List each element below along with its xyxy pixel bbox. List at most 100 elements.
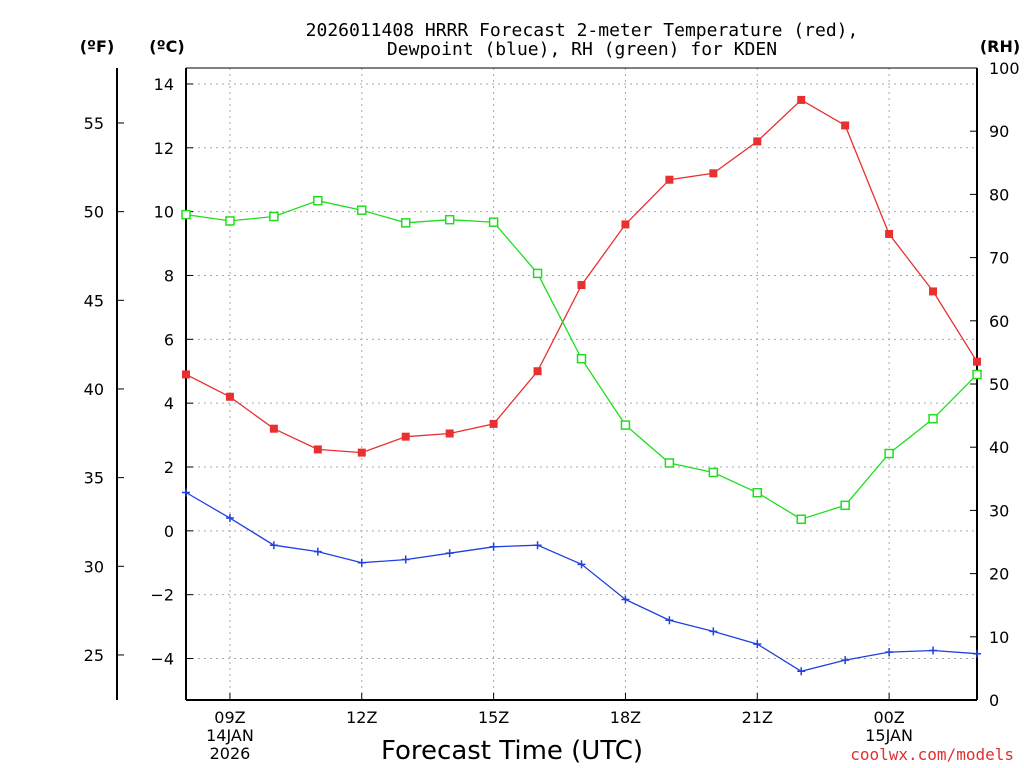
fahrenheit-tick-label: 35: [84, 469, 104, 488]
dewpoint-point: [621, 595, 630, 604]
fahrenheit-tick-label: 40: [84, 380, 104, 399]
dewpoint-point: [313, 547, 322, 556]
dewpoint-point: [841, 656, 850, 665]
celsius-tick-label: −4: [150, 650, 174, 669]
celsius-tick-label: 2: [164, 458, 174, 477]
x-axis-label: Forecast Time (UTC): [381, 736, 643, 766]
dewpoint-point: [797, 667, 806, 676]
relative-humidity-point: [400, 218, 411, 228]
x-tick-label: 15Z: [478, 708, 509, 727]
relative-humidity-point: [225, 216, 235, 226]
temperature-line: [185, 99, 978, 454]
temperature-point: [445, 429, 454, 438]
temperature-point: [225, 392, 234, 401]
celsius-tick-label: −2: [150, 586, 174, 605]
rh-tick-label: 10: [989, 628, 1009, 647]
relative-humidity-point: [796, 514, 806, 524]
celsius-tick-label: 14: [154, 75, 174, 94]
temperature-point: [401, 432, 410, 441]
x-tick-date-label: 14JAN: [206, 726, 254, 745]
rh-tick-label: 20: [989, 565, 1009, 584]
celsius-tick-label: 12: [154, 139, 174, 158]
rh-tick-label: 80: [989, 185, 1009, 204]
temperature-point: [269, 424, 278, 433]
celsius-tick-label: 10: [154, 203, 174, 222]
rh-tick-label: 60: [989, 312, 1009, 331]
rh-tick-label: 50: [989, 375, 1009, 394]
relative-humidity-point: [928, 414, 938, 424]
relative-humidity-point: [532, 268, 543, 279]
x-tick-label: 21Z: [742, 708, 773, 727]
dewpoint-point: [225, 514, 234, 523]
gridlines: [186, 68, 977, 700]
temperature-point: [357, 448, 366, 457]
dewpoint-point: [577, 560, 586, 569]
chart-title-line-2: Dewpoint (blue), RH (green) for KDEN: [387, 39, 777, 60]
relative-humidity-point: [444, 214, 455, 225]
fahrenheit-tick-label: 25: [84, 646, 104, 665]
rh-tick-label: 70: [989, 249, 1009, 268]
celsius-tick-label: 0: [164, 522, 174, 541]
temperature-point: [709, 169, 718, 178]
celsius-unit-label: (ºC): [149, 37, 184, 56]
dewpoint-point: [489, 542, 498, 551]
temperature-point: [885, 229, 894, 238]
temperature-point: [577, 281, 586, 290]
rh-tick-label: 100: [989, 59, 1020, 78]
x-tick-date-label: 15JAN: [865, 726, 913, 745]
dewpoint-point: [709, 627, 718, 636]
dewpoint-point: [973, 649, 981, 658]
rh-tick-label: 0: [989, 691, 999, 710]
fahrenheit-tick-label: 45: [84, 291, 104, 310]
temperature-point: [797, 95, 806, 104]
fahrenheit-tick-label: 55: [84, 114, 104, 133]
rh-tick-label: 90: [989, 122, 1009, 141]
relative-humidity-point: [752, 487, 763, 498]
dewpoint-point: [665, 616, 674, 625]
dewpoint-point: [401, 555, 410, 564]
temperature-point: [489, 419, 498, 428]
rh-tick-label: 40: [989, 438, 1009, 457]
x-tick-label: 12Z: [346, 708, 377, 727]
relative-humidity-point: [620, 420, 631, 430]
dewpoint-point: [885, 648, 894, 657]
celsius-tick-label: 4: [164, 394, 174, 413]
x-tick-label: 00Z: [873, 708, 904, 727]
relative-humidity-point: [181, 209, 191, 220]
relative-humidity-point: [357, 205, 367, 215]
credit-text: coolwx.com/models: [850, 745, 1014, 764]
celsius-tick-label: 8: [164, 266, 174, 285]
dewpoint-point: [269, 541, 278, 550]
chart-title-line-1: 2026011408 HRRR Forecast 2-meter Tempera…: [306, 20, 859, 41]
celsius-tick-label: 6: [164, 330, 174, 349]
temperature-point: [313, 445, 322, 454]
dewpoint-point: [929, 646, 938, 655]
fahrenheit-unit-label: (ºF): [80, 37, 115, 56]
temperature-point: [533, 367, 542, 376]
data-series: [181, 95, 982, 676]
temperature-point: [929, 287, 938, 296]
dewpoint-point: [445, 549, 454, 558]
dewpoint-line: [185, 491, 978, 672]
temperature-point: [665, 175, 674, 184]
temperature-point: [753, 137, 762, 146]
axes: [116, 67, 978, 701]
relative-humidity-point: [972, 369, 982, 380]
rh-tick-label: 30: [989, 501, 1009, 520]
dewpoint-point: [357, 558, 366, 567]
fahrenheit-tick-label: 30: [84, 557, 104, 576]
temperature-point: [182, 370, 190, 379]
temperature-point: [621, 220, 630, 229]
rh-unit-label: (RH): [980, 37, 1020, 56]
relative-humidity-point: [269, 211, 279, 222]
relative-humidity-point: [576, 353, 587, 364]
fahrenheit-tick-label: 50: [84, 203, 104, 222]
relative-humidity-point: [488, 217, 499, 227]
x-tick-label: 18Z: [610, 708, 641, 727]
relative-humidity-point: [884, 448, 894, 459]
dewpoint-point: [182, 488, 190, 497]
x-tick-year-label: 2026: [210, 744, 251, 763]
relative-humidity-point: [313, 195, 323, 206]
